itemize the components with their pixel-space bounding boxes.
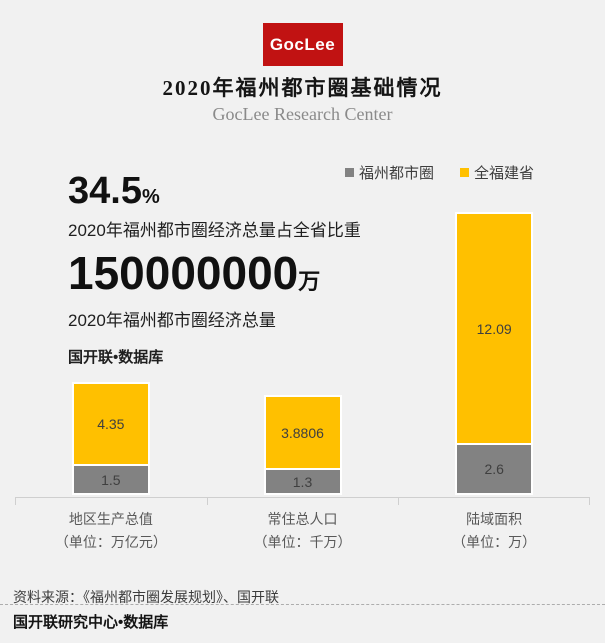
stat-percent: 34.5% xyxy=(68,172,160,210)
category-label-population: 常住总人口 （单位：千万） xyxy=(207,508,399,554)
bar-group-area: 12.09 2.6 xyxy=(398,212,590,495)
goclee-logo: GocLee xyxy=(262,23,343,66)
database-credit: 国开联•数据库 xyxy=(68,349,164,366)
bar-value-label: 1.5 xyxy=(101,471,121,488)
stat-percent-caption: 2020年福州都市圈经济总量占全省比重 xyxy=(68,221,361,240)
logo-container: GocLee xyxy=(0,23,605,66)
stacked-bar: 4.35 1.5 xyxy=(71,382,150,495)
axis-tick xyxy=(15,498,16,505)
category-label-area: 陆域面积 （单位：万） xyxy=(398,508,590,554)
bar-chart: 4.35 1.5 3.8806 1.3 12.09 2.6 xyxy=(15,212,590,495)
stat-total-caption: 2020年福州都市圈经济总量 xyxy=(68,311,276,330)
bar-value-label: 3.8806 xyxy=(281,424,324,441)
bar-group-gdp: 4.35 1.5 xyxy=(15,212,207,495)
legend-swatch-gray xyxy=(345,168,354,177)
x-axis-labels: 地区生产总值 （单位：万亿元） 常住总人口 （单位：千万） 陆域面积 （单位：万… xyxy=(15,508,590,554)
legend-swatch-yellow xyxy=(460,168,470,177)
stacked-bar: 12.09 2.6 xyxy=(455,212,534,495)
stacked-bar: 3.8806 1.3 xyxy=(263,395,342,495)
axis-tick xyxy=(207,498,208,505)
bar-segment-province: 4.35 xyxy=(71,382,150,466)
category-unit: （单位：千万） xyxy=(253,534,352,550)
stat-total-value: 150000000 xyxy=(68,247,299,299)
bar-value-label: 12.09 xyxy=(476,320,512,337)
chart-legend: 福州都市圈 全福建省 xyxy=(345,162,534,183)
axis-tick xyxy=(398,498,399,505)
x-axis-line xyxy=(15,497,590,498)
stat-total-unit: 万 xyxy=(298,269,321,294)
stat-percent-unit: % xyxy=(141,186,160,208)
bar-segment-metro: 1.3 xyxy=(263,470,342,495)
bar-segment-metro: 1.5 xyxy=(71,466,150,495)
stat-percent-value: 34.5 xyxy=(68,170,142,212)
bar-value-label: 4.35 xyxy=(97,416,125,432)
category-name: 地区生产总值 xyxy=(68,511,153,527)
bar-group-population: 3.8806 1.3 xyxy=(207,212,399,495)
stat-total: 150000000万 xyxy=(68,250,320,296)
legend-label: 福州都市圈 xyxy=(359,165,435,182)
dashed-divider xyxy=(0,604,605,605)
page-subtitle: GocLee Research Center xyxy=(212,104,393,124)
legend-item-province: 全福建省 xyxy=(460,162,534,183)
bar-value-label: 2.6 xyxy=(484,461,504,477)
bar-segment-province: 12.09 xyxy=(455,212,534,445)
category-unit: （单位：万） xyxy=(452,534,537,550)
category-name: 常住总人口 xyxy=(267,511,338,527)
category-name: 陆域面积 xyxy=(466,511,523,527)
category-label-gdp: 地区生产总值 （单位：万亿元） xyxy=(15,508,207,554)
legend-item-metro: 福州都市圈 xyxy=(345,162,434,183)
bar-value-label: 1.3 xyxy=(292,473,313,490)
category-unit: （单位：万亿元） xyxy=(54,534,167,550)
research-center-credit: 国开联研究中心•数据库 xyxy=(13,614,169,631)
data-source-text: 资料来源：《福州都市圈发展规划》、国开联 xyxy=(13,589,279,605)
axis-tick xyxy=(589,498,590,505)
page-title: 2020年福州都市圈基础情况 xyxy=(162,76,443,100)
legend-label: 全福建省 xyxy=(474,165,535,182)
bar-segment-province: 3.8806 xyxy=(263,395,342,470)
bar-segment-metro: 2.6 xyxy=(455,445,534,495)
